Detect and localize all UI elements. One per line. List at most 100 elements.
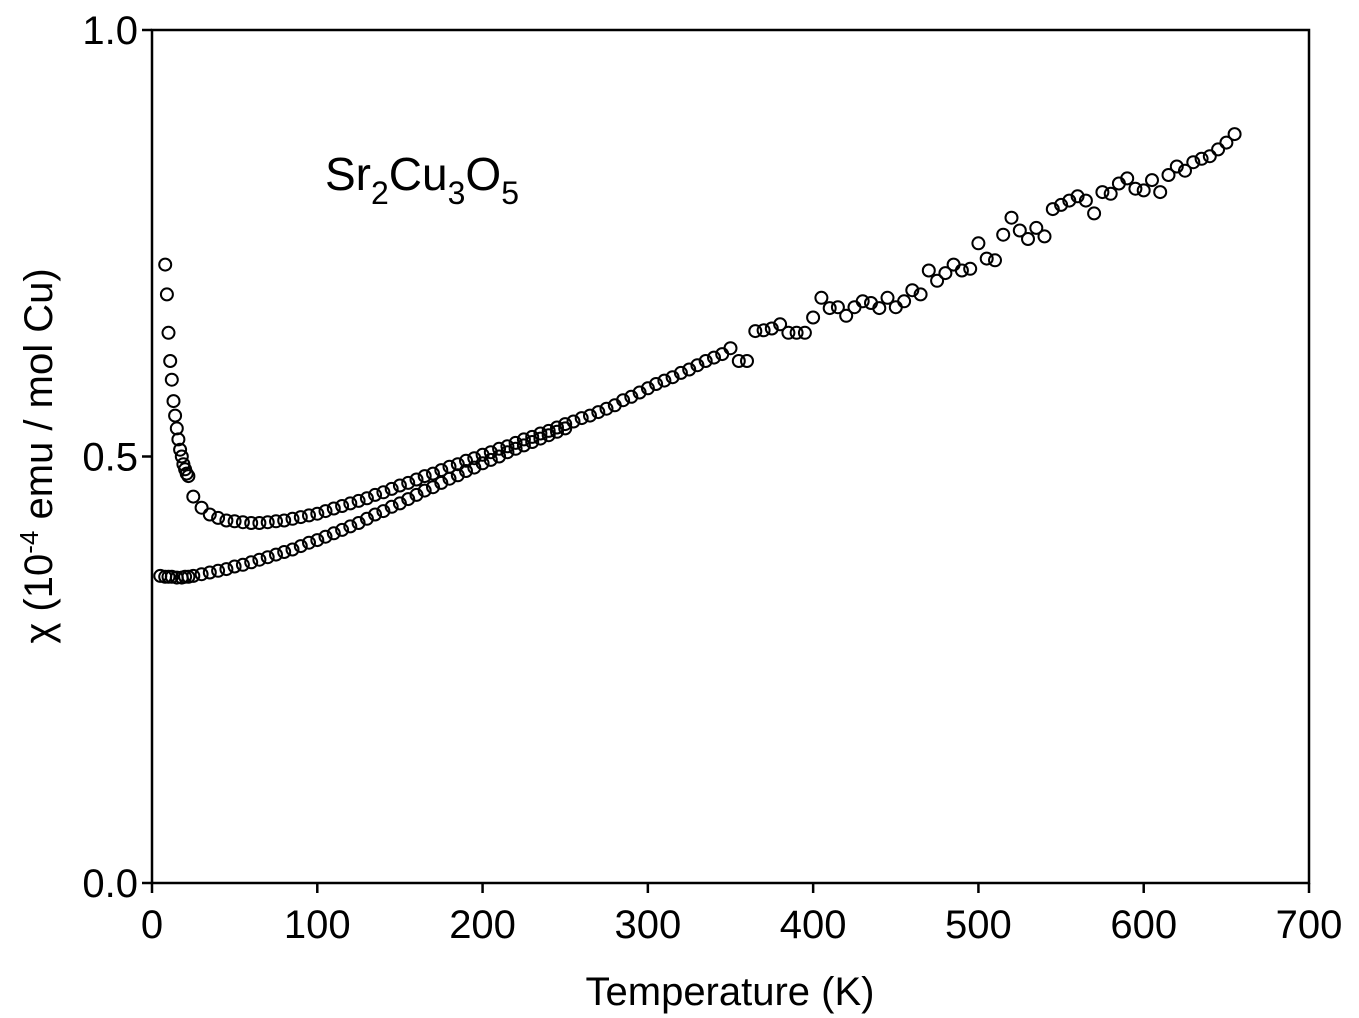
annotation-cu: Cu xyxy=(389,148,448,200)
data-point xyxy=(186,489,201,504)
data-point xyxy=(1070,189,1085,204)
data-point xyxy=(368,507,383,522)
data-point xyxy=(202,507,217,522)
x-tick-label: 600 xyxy=(1110,903,1177,947)
data-point xyxy=(905,283,920,298)
data-point xyxy=(698,354,713,368)
data-point xyxy=(541,423,556,438)
data-point xyxy=(269,547,283,562)
data-point xyxy=(649,377,664,391)
data-point xyxy=(1012,223,1027,238)
data-point xyxy=(773,317,788,332)
data-point xyxy=(748,324,763,339)
x-tick-label: 300 xyxy=(614,903,681,947)
data-point xyxy=(244,516,259,530)
data-point xyxy=(368,487,383,502)
data-point xyxy=(541,428,556,443)
data-point xyxy=(417,469,432,484)
data-point xyxy=(558,421,573,436)
data-point xyxy=(426,466,440,481)
data-point xyxy=(252,552,267,567)
y-axis-label: χ (10-4 emu / mol Cu) xyxy=(14,268,61,643)
annotation-sub-3: 3 xyxy=(448,175,466,211)
data-point xyxy=(764,321,779,336)
data-point xyxy=(1178,163,1192,178)
data-point xyxy=(310,506,325,521)
data-point xyxy=(492,441,507,456)
data-point xyxy=(516,438,531,453)
data-point xyxy=(1120,171,1135,186)
data-point xyxy=(1029,220,1044,235)
data-point xyxy=(550,424,564,439)
data-point xyxy=(181,569,196,584)
data-point xyxy=(161,325,176,340)
data-point xyxy=(500,439,515,454)
x-tick-label: 700 xyxy=(1276,903,1343,947)
data-point xyxy=(235,515,250,530)
data-point xyxy=(168,408,183,423)
data-point xyxy=(434,475,449,490)
data-point xyxy=(401,475,416,490)
data-point xyxy=(665,370,680,385)
data-point xyxy=(1128,181,1143,196)
data-point xyxy=(392,496,407,511)
data-point xyxy=(533,426,548,441)
annotation-o: O xyxy=(465,148,501,200)
data-point xyxy=(533,431,548,446)
data-point xyxy=(1145,173,1159,188)
data-point xyxy=(302,535,316,550)
data-point xyxy=(657,373,672,388)
data-point xyxy=(723,341,738,356)
data-point xyxy=(164,569,179,584)
data-point xyxy=(219,513,234,528)
data-point xyxy=(583,408,597,423)
y-axis-label-prefix: χ (10 xyxy=(17,554,61,644)
data-point xyxy=(194,500,209,515)
data-point xyxy=(740,354,754,368)
data-point xyxy=(277,545,292,559)
data-point xyxy=(566,414,581,429)
data-point xyxy=(1186,155,1201,170)
data-point xyxy=(166,394,181,409)
data-point xyxy=(1078,193,1093,208)
data-point xyxy=(971,236,986,251)
data-points xyxy=(153,127,1242,585)
data-point xyxy=(459,453,473,468)
data-point xyxy=(173,442,188,457)
data-point xyxy=(181,469,196,484)
data-point xyxy=(179,466,194,481)
data-point xyxy=(335,499,350,513)
data-point xyxy=(599,401,614,416)
data-point xyxy=(343,496,358,511)
data-point xyxy=(1194,151,1209,166)
data-point xyxy=(409,487,424,502)
data-point xyxy=(872,301,887,316)
data-point xyxy=(938,266,953,281)
y-axis-label-suffix: emu / mol Cu) xyxy=(17,268,61,530)
data-point xyxy=(930,273,945,288)
data-point xyxy=(1045,202,1060,217)
data-point xyxy=(913,287,928,302)
y-tick-label: 1.0 xyxy=(82,9,138,53)
data-point xyxy=(359,511,374,526)
data-point xyxy=(1037,229,1052,244)
data-point xyxy=(806,310,821,325)
data-point xyxy=(516,432,531,447)
data-point xyxy=(1202,149,1217,164)
data-point xyxy=(174,449,189,464)
data-point xyxy=(467,460,482,475)
data-point xyxy=(1211,142,1226,157)
data-point xyxy=(1062,193,1077,208)
data-point xyxy=(219,562,234,577)
data-point xyxy=(277,513,292,528)
data-point xyxy=(616,393,631,408)
annotation-sub-5: 5 xyxy=(501,175,519,211)
data-point xyxy=(335,522,350,537)
data-point xyxy=(673,365,688,380)
data-point xyxy=(244,555,259,570)
x-tick-label: 400 xyxy=(780,903,847,947)
y-axis: 0.0 0.5 1.0 xyxy=(82,9,152,906)
data-point xyxy=(1087,206,1102,221)
data-point xyxy=(682,362,697,377)
